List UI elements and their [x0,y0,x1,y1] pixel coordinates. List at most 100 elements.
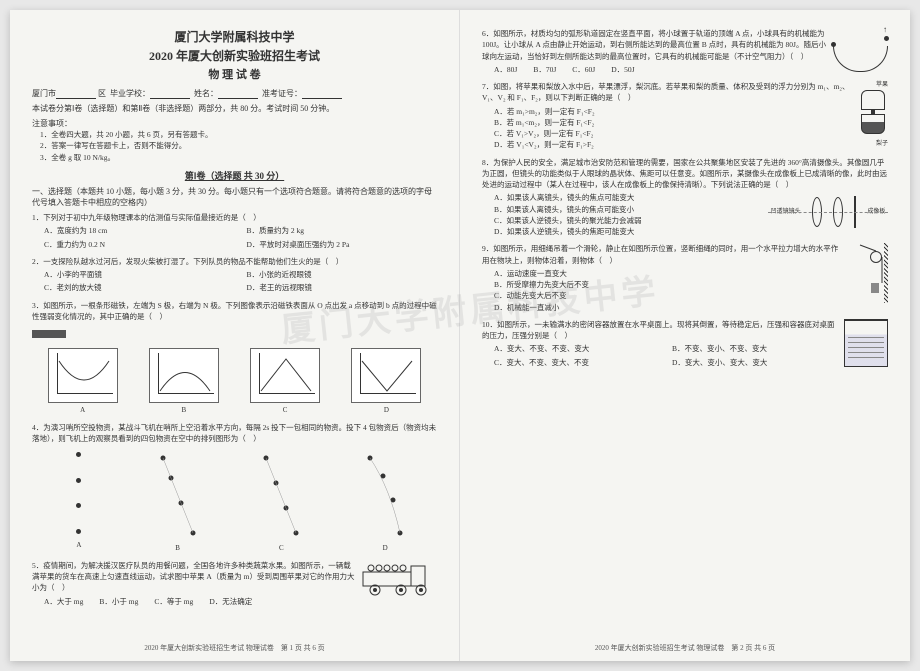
q7-opt-b[interactable]: B．若 m₁<m₂，则一定有 F₁<F₂ [494,117,888,128]
q2-opt-c[interactable]: C．老刘的放大镜 [44,282,235,293]
q5-opt-b[interactable]: B．小于 mg [99,596,138,607]
q1-opt-c[interactable]: C．重力约为 0.2 N [44,239,235,250]
hourglass-diagram: 苹果 梨子 [858,81,888,149]
notice-list: 1．全卷四大题，共 20 小题，共 6 页，另有答题卡。 2．答案一律写在答题卡… [32,129,437,163]
exam-title: 2020 年厦大创新实验班招生考试 [32,47,437,64]
name-label: 姓名： [194,89,218,98]
q9-opt-c[interactable]: C．动能先变大后不变 [494,290,888,301]
q10-opt-c[interactable]: C．变大、不变、变大、不变 [494,357,660,368]
truck-icon [361,560,437,596]
q7-opt-d[interactable]: D．若 V₁<V₂，则一定有 F₁>F₂ [494,139,888,150]
q8-opt-c[interactable]: C．如果该人逆镜头，镜头的聚光能力会减弱 [494,215,758,226]
q2-options: A．小李的平面镜 B．小张的近视眼镜 C．老刘的放大镜 D．老王的远视眼镜 [32,269,437,294]
q2-opt-d[interactable]: D．老王的远视眼镜 [247,282,438,293]
apple-label: 苹果 [858,81,888,90]
blank-district[interactable] [56,90,96,99]
q8-opt-d[interactable]: D．如果该人逆镜头，镜头的焦距可能变大 [494,226,758,237]
school-title: 厦门大学附属科技中学 [32,28,437,45]
q3-graph-c[interactable]: C [250,348,320,416]
q8-opt-a[interactable]: A．如果该人离镜头，镜头的焦点可能变大 [494,192,758,203]
footer-left: 2020 年厦大创新实验班招生考试 物理试卷 第 1 页 共 6 页 [10,643,459,653]
page-2: ↑ 6．如图所示，材质均匀的弧形轨道固定在竖直平面，将小球置于轨道的顶端 A 点… [460,10,910,661]
pulley-diagram [848,243,888,303]
q7-opt-a[interactable]: A．若 m₁>m₂，则一定有 F₁<F₂ [494,106,888,117]
q9-text: 9．如图所示，用细绳吊着一个滑轮，静止在如图所示位置，竖断细绳的同时，用一个水平… [482,243,888,266]
q3-graphs: A B C D [32,348,437,416]
q6-options: A．80J B．70J C．60J D．50J [482,64,827,75]
q8-opt-b[interactable]: B．如果该人离镜头，镜头的焦点可能变小 [494,204,758,215]
q7-options: A．若 m₁>m₂，则一定有 F₁<F₂ B．若 m₁<m₂，则一定有 F₁<F… [482,106,888,151]
q4-diagrams: A B C [32,448,437,554]
q7-opt-c[interactable]: C．若 V₁>V₂，则一定有 F₁<F₂ [494,128,888,139]
q1-opt-d[interactable]: D．平放时对桌面压强约为 2 Pa [247,239,438,250]
q5-opt-c[interactable]: C．等于 mg [154,596,193,607]
magnet-bar-icon [32,330,66,338]
ball-a-icon [831,42,836,47]
q5-opt-d[interactable]: D．无法确定 [209,596,252,607]
optical-axis-icon [768,212,888,213]
q4-diagram-b[interactable]: B [153,448,203,554]
q3-graph-a[interactable]: A [48,348,118,416]
question-2: 2．一支探险队越水过河后，发现火柴被打湿了。下列队员的物品不能帮助他们生火的是（… [32,256,437,294]
notice-item: 3．全卷 g 取 10 N/kg。 [40,152,437,163]
q4-diagram-d[interactable]: D [360,448,410,554]
q4-diagram-c[interactable]: C [256,448,306,554]
q5-options: A．大于 mg B．小于 mg C．等于 mg D．无法确定 [32,596,355,607]
hourglass-top-icon [861,90,885,110]
q4-diagram-a[interactable]: A [59,448,99,554]
q1-opt-a[interactable]: A．宽度约为 18 cm [44,225,235,236]
q9-options: A．运动速度一直变大 B．所受摩擦力先变大后不变 C．动能先变大后不变 D．机械… [482,268,888,313]
q3-text: 3．如图所示，一根条形磁铁，左端为 S 极，右端为 N 极。下列图像表示沿磁铁表… [32,300,437,323]
city-label: 厦门市 [32,89,56,98]
q1-text: 1．下列对于初中九年级物理课本的估测值与实际值最接近的是（ ） [32,212,437,223]
q10-opt-b[interactable]: B．不变、变小、不变、变大 [672,343,838,354]
notice-item: 1．全卷四大题，共 20 小题，共 6 页，另有答题卡。 [40,129,437,140]
q6-opt-d[interactable]: D．50J [611,64,634,75]
lens-diagram: 凹透镜镜头 成像板 [768,192,888,232]
q6-text: 6．如图所示，材质均匀的弧形轨道固定在竖直平面，将小球置于轨道的顶端 A 点，小… [482,28,888,62]
blank-name[interactable] [218,90,258,99]
candidate-info-line: 厦门市 区 毕业学校： 姓名： 准考证号： [32,88,437,99]
question-3: 3．如图所示，一根条形磁铁，左端为 S 极，右端为 N 极。下列图像表示沿磁铁表… [32,300,437,416]
q8-text: 8．为保护人民的安全，满足城市治安防范和管理的需要，国家在公共聚集地区安装了先进… [482,157,888,191]
q7-text: 7．如图，将苹果和梨放入水中后，苹果漂浮，梨沉底。若苹果和梨的质量、体积及受到的… [482,81,888,104]
footer-right: 2020 年厦大创新实验班招生考试 物理试卷 第 2 页 共 6 页 [460,643,910,653]
q4-text: 4．为演习哨所空投物资，某战斗飞机在哨所上空沿着水平方向，每隔 2s 投下一包相… [32,422,437,445]
dots-icon [153,448,203,538]
q10-opt-d[interactable]: D．变大、变小、变大、变大 [672,357,838,368]
pear-label: 梨子 [858,140,888,149]
q8-options: A．如果该人离镜头，镜头的焦点可能变大 B．如果该人离镜头，镜头的焦点可能变小 … [482,192,758,237]
scope-line: 本试卷分第Ⅰ卷（选择题）和第Ⅱ卷（非选择题）两部分，共 80 分。考试时间 50… [32,103,437,114]
q3-graph-b[interactable]: B [149,348,219,416]
q1-opt-b[interactable]: B．质量约为 2 kg [247,225,438,236]
truck-diagram [361,560,437,599]
question-5: 5．疫情期间，为解决援汉医疗队员的用餐问题，全国各地许多种类蔬菜水果。如图所示，… [32,560,437,607]
q5-opt-a[interactable]: A．大于 mg [44,596,83,607]
container-diagram-wrapper [844,319,888,367]
blank-ticket[interactable] [302,90,342,99]
notice-title: 注意事项： [32,118,437,129]
dots-icon [360,448,410,538]
question-1: 1．下列对于初中九年级物理课本的估测值与实际值最接近的是（ ） A．宽度约为 1… [32,212,437,250]
weight-icon [871,283,879,293]
question-7: 苹果 梨子 7．如图，将苹果和梨放入水中后，苹果漂浮，梨沉底。若苹果和梨的质量、… [482,81,888,151]
q2-opt-a[interactable]: A．小李的平面镜 [44,269,235,280]
q9-opt-d[interactable]: D．机械能一直减小 [494,302,888,313]
q6-opt-b[interactable]: B．70J [533,64,556,75]
q10-options: A．变大、不变、不变、变大 B．不变、变小、不变、变大 C．变大、不变、变大、不… [482,343,838,368]
q6-opt-c[interactable]: C．60J [572,64,595,75]
question-10: 10．如图所示，一未输满水的密闭容器放置在水平桌面上。现将其倒置，等待稳定后，压… [482,319,888,368]
rope-icon [848,243,888,303]
q9-opt-a[interactable]: A．运动速度一直变大 [494,268,888,279]
subject-title: 物 理 试 卷 [32,66,437,82]
q6-opt-a[interactable]: A．80J [494,64,517,75]
ball-b-icon [884,36,889,41]
blank-school[interactable] [150,90,190,99]
section-1-desc: 一、选择题（本题共 10 小题，每小题 3 分，共 30 分。每小题只有一个选项… [32,186,437,208]
q10-opt-a[interactable]: A．变大、不变、不变、变大 [494,343,660,354]
q3-graph-d[interactable]: D [351,348,421,416]
q2-opt-b[interactable]: B．小张的近视眼镜 [247,269,438,280]
container-icon [844,319,888,367]
q9-opt-b[interactable]: B．所受摩擦力先变大后不变 [494,279,888,290]
dots-icon [256,448,306,538]
